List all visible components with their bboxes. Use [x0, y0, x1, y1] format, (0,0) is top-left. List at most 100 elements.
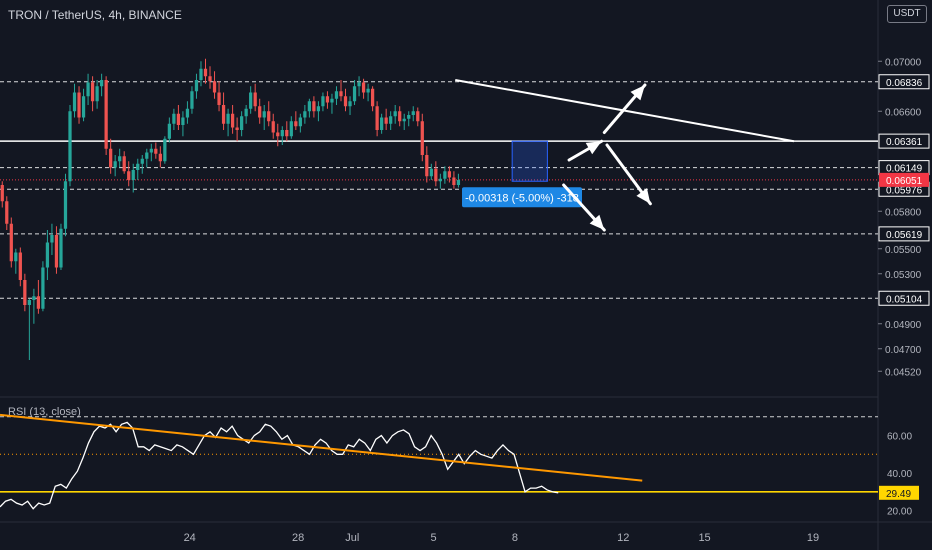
candle-body	[389, 116, 393, 124]
price-tick-label: 0.06600	[885, 107, 922, 118]
candle-body	[154, 148, 158, 154]
candle-body	[312, 101, 316, 112]
candle-body	[59, 228, 63, 268]
candle-body	[307, 101, 312, 112]
candle-body	[167, 123, 171, 139]
candle-body	[127, 171, 131, 180]
price-level-label: 0.06361	[886, 137, 923, 148]
candle-body	[27, 300, 31, 305]
candle-body	[366, 88, 370, 93]
candle-body	[420, 121, 424, 155]
candle-body	[438, 178, 442, 182]
price-tick-label: 0.07000	[885, 57, 922, 68]
candle-body	[149, 148, 153, 153]
candle-body	[90, 82, 95, 102]
candle-body	[131, 170, 135, 180]
candle-body	[258, 106, 262, 118]
candle-body	[443, 171, 447, 179]
candle-body	[398, 111, 402, 122]
price-level-tag	[878, 226, 930, 242]
candle-body	[244, 108, 248, 117]
candle-body	[357, 82, 361, 87]
measure-label: -0.00318 (-5.00%) -318	[465, 192, 579, 204]
candle-body	[235, 127, 239, 130]
candle-body	[172, 113, 176, 124]
candle-body	[18, 252, 22, 280]
candle-body	[249, 92, 253, 109]
candle-body	[240, 116, 244, 130]
candle-body	[32, 296, 36, 300]
candle-body	[330, 98, 334, 103]
candle-body	[68, 111, 72, 182]
rsi-title: RSI (13, close)	[8, 406, 81, 418]
price-tick-label: 0.04900	[885, 320, 922, 331]
candle-body	[456, 180, 461, 185]
candle-body	[271, 121, 275, 133]
candle-body	[316, 106, 321, 112]
time-tick-label: Jul	[345, 532, 359, 544]
time-tick-label: 15	[698, 532, 710, 544]
candle-body	[343, 96, 348, 107]
candle-body	[416, 111, 420, 122]
candle-body	[203, 68, 208, 77]
candlestick-series	[0, 58, 461, 360]
candle-body	[0, 185, 4, 202]
candle-body	[325, 96, 330, 103]
price-level-label: 0.06836	[886, 78, 923, 89]
candle-body	[212, 81, 217, 93]
candle-body	[23, 280, 27, 305]
candle-body	[298, 117, 302, 127]
price-level-label: 0.05976	[886, 185, 923, 196]
current-price-tag	[879, 172, 929, 187]
candle-body	[81, 96, 86, 118]
candle-body	[280, 130, 284, 137]
candle-body	[14, 252, 18, 262]
rsi-panel: 29.49	[0, 413, 919, 510]
candle-body	[384, 117, 388, 124]
candle-body	[109, 148, 113, 168]
scenario-arrow-head	[636, 188, 651, 204]
rsi-tick-label: 60.00	[887, 432, 912, 443]
price-tick-label: 0.04700	[885, 345, 922, 356]
candle-body	[145, 152, 149, 159]
scenario-arrow-head	[585, 141, 602, 155]
candle-body	[393, 111, 397, 117]
candle-body	[425, 155, 429, 177]
candle-body	[140, 158, 144, 164]
price-level-tag	[878, 74, 930, 90]
candle-body	[104, 80, 108, 149]
price-level-tag	[878, 133, 930, 149]
candle-body	[429, 168, 433, 177]
candle-body	[352, 86, 357, 102]
price-level-tag	[878, 290, 930, 306]
time-tick-label: 5	[431, 532, 437, 544]
candle-body	[208, 76, 212, 82]
axes: 0.07000 0.06600 0.05800 0.05500 0.05300 0.049…	[184, 57, 922, 544]
candle-body	[407, 115, 411, 119]
price-level-label: 0.05619	[886, 230, 923, 241]
candle-body	[36, 296, 41, 309]
candle-body	[122, 156, 126, 172]
candle-body	[294, 121, 298, 127]
candle-body	[199, 68, 203, 80]
price-tick-label: 0.05500	[885, 245, 922, 256]
currency-selector[interactable]: USDT	[887, 5, 927, 23]
price-tick-label: 0.05800	[885, 207, 922, 218]
candle-body	[118, 156, 122, 162]
price-level-label: 0.06149	[886, 164, 923, 175]
candle-body	[221, 105, 226, 124]
candle-body	[77, 92, 81, 118]
candle-body	[370, 88, 375, 107]
candle-body	[72, 92, 77, 112]
rsi-tick-label: 40.00	[887, 469, 912, 480]
candle-body	[194, 80, 199, 92]
candle-body	[285, 130, 289, 137]
drawings: -0.00318 (-5.00%) -318	[455, 79, 795, 232]
candle-body	[230, 113, 235, 128]
candle-body	[348, 101, 352, 107]
candle-body	[452, 177, 456, 185]
candle-body	[185, 108, 190, 118]
candle-body	[321, 96, 325, 107]
